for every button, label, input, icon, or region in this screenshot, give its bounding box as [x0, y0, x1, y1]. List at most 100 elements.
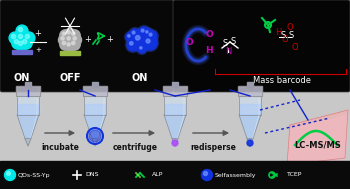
- Circle shape: [126, 37, 140, 53]
- Circle shape: [61, 37, 64, 40]
- Circle shape: [12, 34, 16, 39]
- Circle shape: [69, 30, 80, 41]
- Polygon shape: [172, 139, 178, 146]
- Text: O: O: [287, 23, 293, 32]
- Polygon shape: [85, 115, 105, 138]
- Polygon shape: [84, 96, 106, 115]
- Circle shape: [126, 33, 134, 41]
- Circle shape: [19, 34, 23, 39]
- Text: QDs-SS-Yp: QDs-SS-Yp: [18, 173, 50, 177]
- Circle shape: [203, 171, 208, 176]
- Polygon shape: [164, 96, 186, 115]
- Circle shape: [16, 32, 28, 44]
- Circle shape: [146, 39, 150, 43]
- Circle shape: [147, 31, 157, 41]
- Circle shape: [138, 26, 150, 39]
- Polygon shape: [287, 110, 348, 165]
- Polygon shape: [238, 86, 262, 96]
- Polygon shape: [247, 139, 253, 146]
- Circle shape: [143, 36, 157, 50]
- Text: ALP: ALP: [152, 173, 163, 177]
- Bar: [12, 50, 32, 53]
- Circle shape: [136, 43, 147, 54]
- Circle shape: [139, 27, 149, 37]
- Circle shape: [14, 40, 19, 44]
- Circle shape: [146, 29, 159, 43]
- Text: incubate: incubate: [41, 143, 79, 152]
- Circle shape: [138, 45, 146, 53]
- Circle shape: [72, 41, 75, 45]
- Circle shape: [127, 39, 139, 51]
- Circle shape: [25, 34, 29, 39]
- Polygon shape: [83, 86, 107, 96]
- Text: ON: ON: [132, 73, 148, 83]
- Polygon shape: [18, 115, 38, 138]
- Text: redisperse: redisperse: [190, 143, 236, 152]
- Circle shape: [128, 28, 141, 40]
- Text: ON: ON: [14, 73, 30, 83]
- Circle shape: [149, 33, 152, 36]
- Text: S: S: [280, 31, 286, 40]
- Text: S: S: [230, 37, 236, 46]
- Polygon shape: [163, 86, 187, 96]
- Polygon shape: [84, 115, 106, 139]
- Circle shape: [131, 30, 149, 50]
- Text: +: +: [35, 47, 41, 53]
- Circle shape: [60, 39, 71, 50]
- Polygon shape: [165, 104, 185, 115]
- Text: O: O: [292, 43, 298, 52]
- Circle shape: [19, 28, 23, 32]
- Circle shape: [5, 170, 15, 180]
- Polygon shape: [240, 104, 260, 115]
- Text: O: O: [205, 30, 213, 39]
- Polygon shape: [17, 115, 39, 139]
- Circle shape: [247, 140, 253, 146]
- Polygon shape: [18, 104, 38, 115]
- Circle shape: [89, 130, 101, 142]
- Circle shape: [16, 39, 28, 51]
- Text: +: +: [85, 36, 91, 44]
- Circle shape: [64, 35, 76, 46]
- Circle shape: [16, 25, 28, 37]
- Text: DNS: DNS: [85, 173, 98, 177]
- Circle shape: [146, 31, 148, 33]
- Circle shape: [130, 29, 140, 39]
- Bar: [92, 82, 98, 87]
- Text: S: S: [288, 31, 294, 40]
- Circle shape: [172, 140, 178, 146]
- Circle shape: [62, 41, 65, 45]
- Polygon shape: [165, 115, 185, 138]
- Circle shape: [19, 41, 23, 46]
- Circle shape: [64, 41, 76, 52]
- Circle shape: [135, 36, 140, 40]
- Circle shape: [142, 28, 154, 39]
- Polygon shape: [25, 139, 31, 146]
- Text: +: +: [106, 36, 113, 44]
- Circle shape: [60, 30, 71, 41]
- Text: O: O: [186, 38, 194, 47]
- Circle shape: [20, 37, 32, 49]
- Circle shape: [12, 37, 24, 49]
- Text: S: S: [222, 39, 228, 48]
- Circle shape: [202, 170, 212, 180]
- Bar: [60, 51, 80, 54]
- Circle shape: [67, 31, 70, 34]
- Text: TCEP: TCEP: [287, 173, 302, 177]
- Circle shape: [69, 39, 80, 50]
- Circle shape: [23, 40, 27, 44]
- Text: H: H: [205, 46, 213, 55]
- Text: LC-MS/MS: LC-MS/MS: [295, 141, 341, 150]
- Circle shape: [144, 29, 152, 37]
- Text: O: O: [282, 35, 288, 44]
- Circle shape: [64, 29, 76, 40]
- Text: centrifuge: centrifuge: [112, 143, 158, 152]
- Polygon shape: [240, 115, 260, 138]
- Circle shape: [140, 47, 142, 49]
- Polygon shape: [239, 96, 261, 115]
- Polygon shape: [287, 115, 348, 170]
- Bar: [172, 82, 178, 87]
- Circle shape: [130, 42, 133, 45]
- Polygon shape: [17, 96, 39, 115]
- Text: Selfassembly: Selfassembly: [215, 173, 257, 177]
- Bar: [247, 82, 253, 87]
